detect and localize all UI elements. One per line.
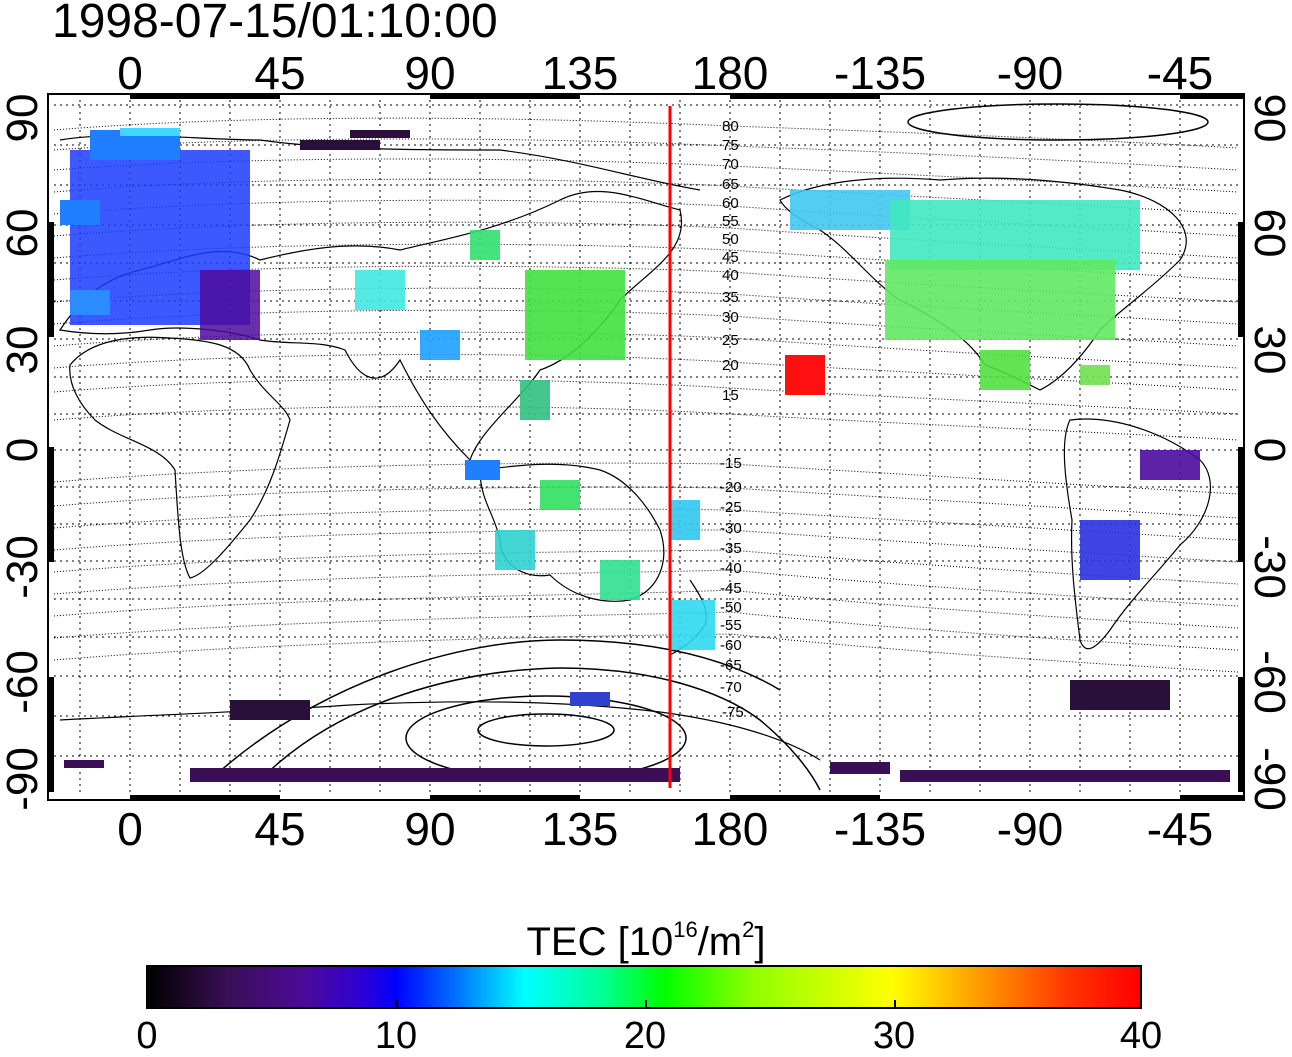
tec-patch-usa <box>885 260 1115 340</box>
tec-patch-australia-west <box>495 530 535 570</box>
colorbar-title-text: TEC [10 <box>526 920 674 964</box>
tec-patch-mexico <box>980 350 1030 390</box>
colorbar-tick: 10 <box>374 1015 418 1057</box>
bottom-lon-tick: 135 <box>541 803 619 855</box>
mag-lat-label: 50 <box>722 231 739 248</box>
mag-lat-label: -25 <box>720 499 742 516</box>
colorbar-tick: 30 <box>872 1015 916 1057</box>
bottom-lon-tick: 45 <box>254 803 306 855</box>
tec-patch-eastern-europe <box>200 270 260 340</box>
tec-patch-south-america <box>1080 520 1140 580</box>
mag-lat-label: 65 <box>722 176 739 193</box>
mag-lat-label: -65 <box>720 657 742 674</box>
tec-patch-europe-arctic <box>120 128 180 136</box>
tec-patch-pacific-south <box>670 500 700 540</box>
tec-patch-india <box>420 330 460 360</box>
colorbar-tick: 0 <box>136 1015 158 1057</box>
bottom-lon-tick: 180 <box>691 803 769 855</box>
tec-patch-antarctica-2 <box>830 762 890 774</box>
mag-lat-label: -55 <box>720 617 742 634</box>
colorbar-title-unit: /m <box>697 920 743 964</box>
mag-lat-label: -30 <box>720 520 742 537</box>
mag-lat-label: 25 <box>722 332 739 349</box>
africa-outline <box>69 336 291 579</box>
bottom-lon-tick: 90 <box>404 803 456 855</box>
mag-lat-label: -50 <box>720 599 742 616</box>
antarctica-outline <box>59 701 821 761</box>
mag-lat-label: -60 <box>720 637 742 654</box>
mag-lat-label: 80 <box>722 118 739 135</box>
mag-lat-label: 15 <box>722 387 739 404</box>
tec-patch-australia-north <box>540 480 580 510</box>
colorbar-title-exponent: 16 <box>673 917 698 942</box>
mag-lat-label: -75 <box>722 704 744 721</box>
bottom-lon-tick: -90 <box>996 803 1064 855</box>
tec-patch-antarctic-peninsula <box>1070 680 1170 710</box>
tec-patch-antarctic-blue <box>570 692 610 706</box>
magnetic-latitude-labels: 80 75 70 65 60 55 50 45 40 35 30 25 20 1… <box>720 118 744 721</box>
magnetic-latitude-contours <box>53 117 1239 673</box>
mag-lat-label: -15 <box>720 455 742 472</box>
tec-patch-mongolia <box>470 230 500 260</box>
bottom-lon-tick: 0 <box>117 803 143 855</box>
mag-lat-label: 60 <box>722 195 739 212</box>
top-lon-tick: -45 <box>1146 47 1214 99</box>
mag-lat-label: -40 <box>720 560 742 577</box>
top-lon-tick: -135 <box>833 47 927 99</box>
tec-patch-australia-east <box>600 560 640 600</box>
tec-patch-philippines <box>520 380 550 420</box>
tec-patch-iberia <box>60 200 100 225</box>
tec-patch-arctic-1 <box>300 140 380 150</box>
tec-patch-iberia-south <box>70 290 110 315</box>
mag-lat-label: 35 <box>722 289 739 306</box>
mag-lat-label: -45 <box>720 580 742 597</box>
tec-patch-arctic-2 <box>350 130 410 138</box>
mag-lat-label: -20 <box>720 479 742 496</box>
tec-patch-canada <box>890 200 1140 270</box>
bottom-lon-tick: -45 <box>1146 803 1214 855</box>
tec-patch-japan <box>525 270 625 360</box>
tec-patch-antarctica-3 <box>900 770 1230 782</box>
top-lon-tick: 135 <box>541 47 619 99</box>
colorbar <box>146 965 1142 1009</box>
colorbar-title-bracket: ] <box>754 920 766 964</box>
colorbar-tickmark <box>645 1000 647 1009</box>
colorbar-title-unit-exponent: 2 <box>742 917 755 942</box>
colorbar-tick: 20 <box>623 1015 667 1057</box>
tec-patch-central-asia <box>355 270 405 310</box>
timestamp-title: 1998-07-15/01:10:00 <box>52 0 498 48</box>
mag-lat-label: 30 <box>722 309 739 326</box>
mag-lat-label: 45 <box>722 249 739 266</box>
colorbar-tick: 40 <box>1119 1015 1163 1057</box>
top-lon-tick: 45 <box>254 47 306 99</box>
tec-patch-hawaii <box>785 355 825 395</box>
tec-patch-antarctica-1 <box>190 768 680 782</box>
colorbar-title: TEC [1016/m2] <box>0 906 1292 966</box>
mag-lat-label: 75 <box>722 137 739 154</box>
mag-lat-label: -35 <box>720 540 742 557</box>
tec-patch-southern-ocean <box>230 700 310 720</box>
mag-lat-label: 40 <box>722 267 739 284</box>
tec-patch-caribbean <box>1080 365 1110 385</box>
mag-lat-label: -70 <box>720 679 742 696</box>
mag-lat-label: 20 <box>722 357 739 374</box>
mag-lat-label: 55 <box>722 213 739 230</box>
top-lon-tick: 0 <box>117 47 143 99</box>
top-lon-tick: 90 <box>404 47 456 99</box>
colorbar-tickmark <box>396 1000 398 1009</box>
tec-patch-new-zealand <box>670 600 715 650</box>
tec-observations <box>60 128 1230 782</box>
axis-bands <box>48 93 1244 801</box>
bottom-lon-tick: -135 <box>833 803 927 855</box>
top-lon-tick: -90 <box>996 47 1064 99</box>
tec-patch-antarctica-4 <box>64 760 104 768</box>
colorbar-tickmark <box>894 1000 896 1009</box>
top-lon-tick: 180 <box>691 47 769 99</box>
tec-patch-brazil <box>1140 450 1200 480</box>
mag-lat-label: 70 <box>722 156 739 173</box>
tec-patch-indonesia <box>465 460 500 480</box>
